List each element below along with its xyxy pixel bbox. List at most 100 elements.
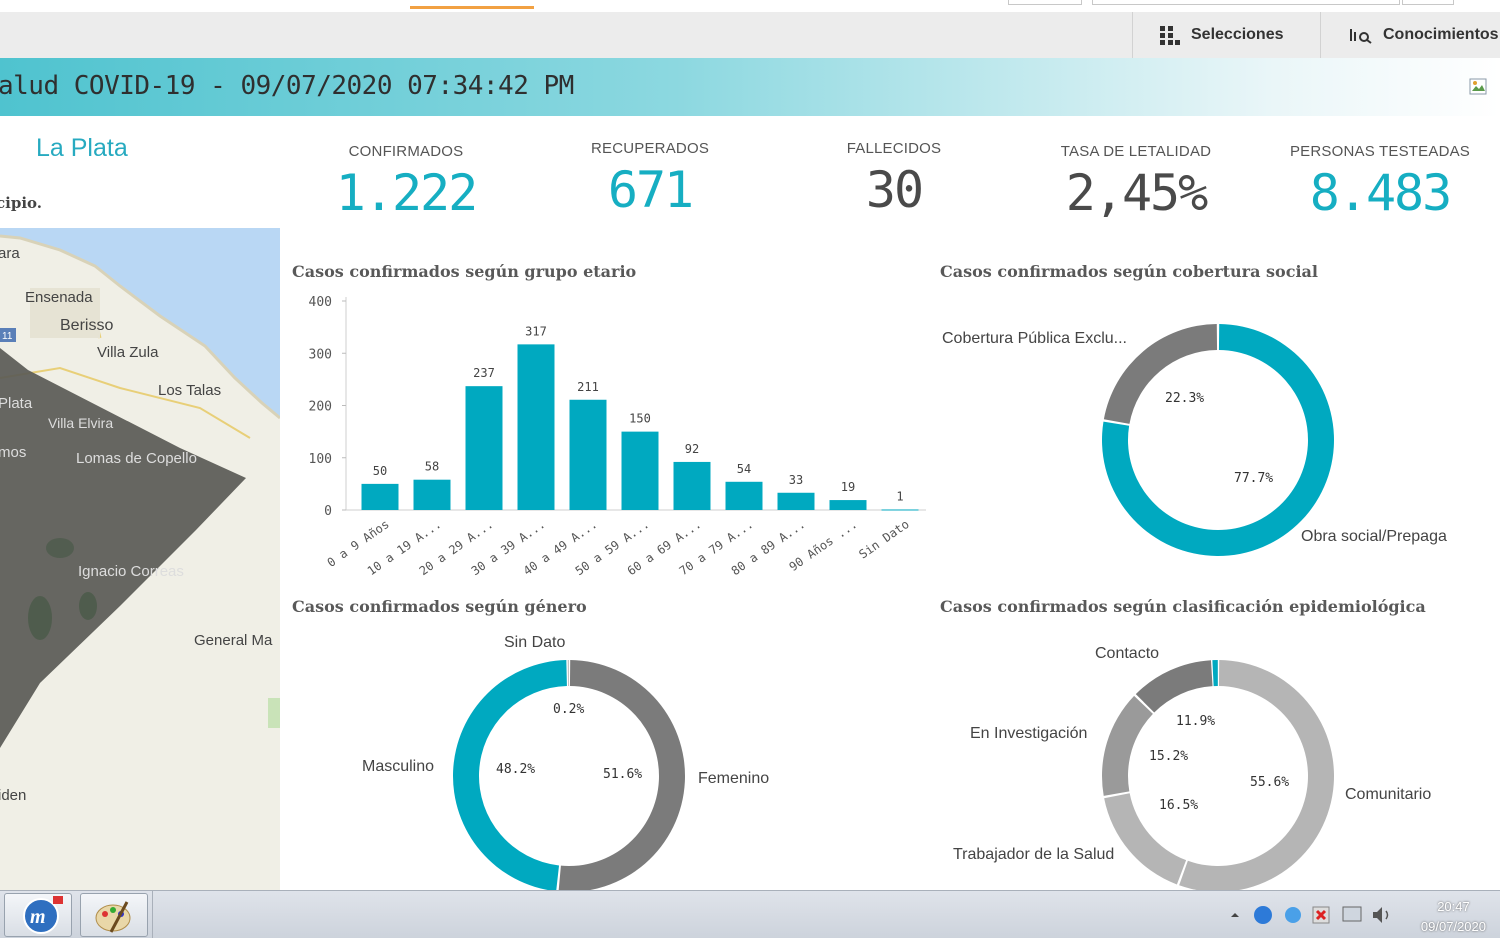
display-icon[interactable] xyxy=(1342,906,1362,922)
municipality-title: La Plata xyxy=(36,134,128,162)
map-label: Lomas de Copello xyxy=(76,450,197,467)
kpi-value: 2,45% xyxy=(1065,164,1209,222)
donut-slice[interactable] xyxy=(1179,660,1334,892)
coverage-donut-chart[interactable] xyxy=(1090,312,1346,568)
coverage-pct-private: 77.7% xyxy=(1234,471,1274,486)
bar[interactable] xyxy=(621,431,659,510)
map-label: iden xyxy=(0,787,26,804)
tray-expand-icon[interactable] xyxy=(1231,913,1239,917)
dashboard-title: alud COVID-19 - 09/07/2020 07:34:42 PM xyxy=(0,71,574,101)
bar[interactable] xyxy=(517,344,555,510)
kpi-label: CONFIRMADOS xyxy=(348,143,464,160)
kpi-label: RECUPERADOS xyxy=(590,140,710,157)
map-label: Berisso xyxy=(60,317,113,334)
update-icon[interactable] xyxy=(1285,907,1301,923)
bar[interactable] xyxy=(725,481,763,510)
map-label: Ignacio Correas xyxy=(78,563,184,580)
insights-button[interactable]: Conocimientos xyxy=(1320,12,1500,58)
taskbar-clock[interactable]: 20:47 09/07/2020 xyxy=(1421,897,1486,937)
donut-slice[interactable] xyxy=(558,660,685,892)
gender-pct-male: 48.2% xyxy=(496,762,536,777)
active-tab-indicator[interactable] xyxy=(410,6,534,9)
clock-time: 20:47 xyxy=(1437,899,1470,914)
top-search-box[interactable] xyxy=(1092,0,1400,5)
gender-chart-title: Casos confirmados según género xyxy=(292,597,587,616)
y-tick-label: 0 xyxy=(324,504,332,519)
toolbar: Selecciones Conocimientos xyxy=(0,12,1500,59)
bar[interactable] xyxy=(569,399,607,510)
bar[interactable] xyxy=(465,386,503,510)
map-label: ara xyxy=(0,245,20,262)
bar-value-label: 50 xyxy=(373,464,387,478)
coverage-label-private: Obra social/Prepaga xyxy=(1301,528,1447,545)
donut-slice[interactable] xyxy=(1135,660,1213,713)
selections-label: Selecciones xyxy=(1191,26,1284,43)
route-badge xyxy=(0,328,16,342)
epi-pct-health-worker: 16.5% xyxy=(1159,798,1199,813)
donut-slice[interactable] xyxy=(453,660,567,892)
kpi-value: 1.222 xyxy=(335,164,479,222)
top-control[interactable] xyxy=(1402,0,1454,5)
taskbar-paint-button[interactable] xyxy=(80,893,148,937)
broken-image-icon xyxy=(1469,78,1487,95)
kpi-deceased: FALLECIDOS 30 xyxy=(794,140,994,219)
y-tick-label: 300 xyxy=(309,347,332,362)
bar-value-label: 1 xyxy=(896,489,903,503)
bar-value-label: 317 xyxy=(525,324,547,338)
epi-donut-chart[interactable] xyxy=(1090,648,1346,904)
bar-value-label: 33 xyxy=(789,473,803,487)
kpi-value: 8.483 xyxy=(1309,164,1453,222)
epi-pct-community: 55.6% xyxy=(1250,775,1290,790)
epi-label-community: Comunitario xyxy=(1345,786,1432,803)
donut-slice[interactable] xyxy=(1102,695,1153,796)
map-view[interactable]: 11 ara Ensenada Berisso Villa Zula Los T… xyxy=(0,228,280,890)
kpi-confirmed: CONFIRMADOS 1.222 xyxy=(306,143,506,222)
coverage-pct-public: 22.3% xyxy=(1165,391,1205,406)
gender-label-female: Femenino xyxy=(698,770,770,787)
svg-text:m: m xyxy=(30,906,46,928)
clock-date: 09/07/2020 xyxy=(1420,919,1486,934)
bar[interactable] xyxy=(361,483,399,510)
donut-slice[interactable] xyxy=(1103,324,1218,424)
map-label: Villa Zula xyxy=(97,344,159,361)
bar-value-label: 211 xyxy=(577,380,599,394)
bar[interactable] xyxy=(673,461,711,510)
age-chart-title: Casos confirmados según grupo etario xyxy=(292,262,637,281)
selections-icon xyxy=(1160,26,1180,45)
donut-slice[interactable] xyxy=(567,660,569,687)
y-tick-label: 100 xyxy=(309,452,332,467)
bar[interactable] xyxy=(777,492,815,510)
kpi-value: 30 xyxy=(865,161,924,219)
gender-donut-chart[interactable] xyxy=(441,648,697,904)
bar[interactable] xyxy=(881,509,919,511)
app-logo-icon: m xyxy=(23,896,63,934)
y-tick-label: 400 xyxy=(309,295,332,310)
donut-slice[interactable] xyxy=(1212,660,1218,687)
map-label: mos xyxy=(0,444,26,461)
left-panel: La Plata cipio. 11 ara Ensenada Berisso … xyxy=(0,116,280,890)
epi-chart-title: Casos confirmados según clasificación ep… xyxy=(940,597,1426,616)
bar-value-label: 19 xyxy=(841,480,855,494)
taskbar-app-button[interactable]: m xyxy=(4,893,72,937)
donut-slice[interactable] xyxy=(1104,793,1187,885)
epi-label-health-worker: Trabajador de la Salud xyxy=(953,846,1115,863)
system-tray xyxy=(1231,906,1389,924)
epi-label-contact: Contacto xyxy=(1095,645,1160,662)
kpi-label: FALLECIDOS xyxy=(846,140,942,157)
network-icon[interactable] xyxy=(1254,906,1272,924)
kpi-value: 671 xyxy=(607,161,694,219)
gender-pct-female: 51.6% xyxy=(603,767,643,782)
route-badge-label: 11 xyxy=(2,331,13,342)
volume-icon[interactable] xyxy=(1373,907,1382,923)
gender-pct-unknown: 0.2% xyxy=(553,702,585,717)
map-label: General Ma xyxy=(194,632,273,649)
selections-button[interactable]: Selecciones xyxy=(1132,12,1318,58)
bar[interactable] xyxy=(829,500,867,510)
map-label: Ensenada xyxy=(25,289,93,306)
top-control[interactable] xyxy=(1008,0,1082,5)
bar[interactable] xyxy=(413,479,451,510)
paint-icon xyxy=(95,901,131,933)
map-canvas[interactable]: 11 ara Ensenada Berisso Villa Zula Los T… xyxy=(0,228,280,890)
epi-pct-investigation: 15.2% xyxy=(1149,749,1189,764)
